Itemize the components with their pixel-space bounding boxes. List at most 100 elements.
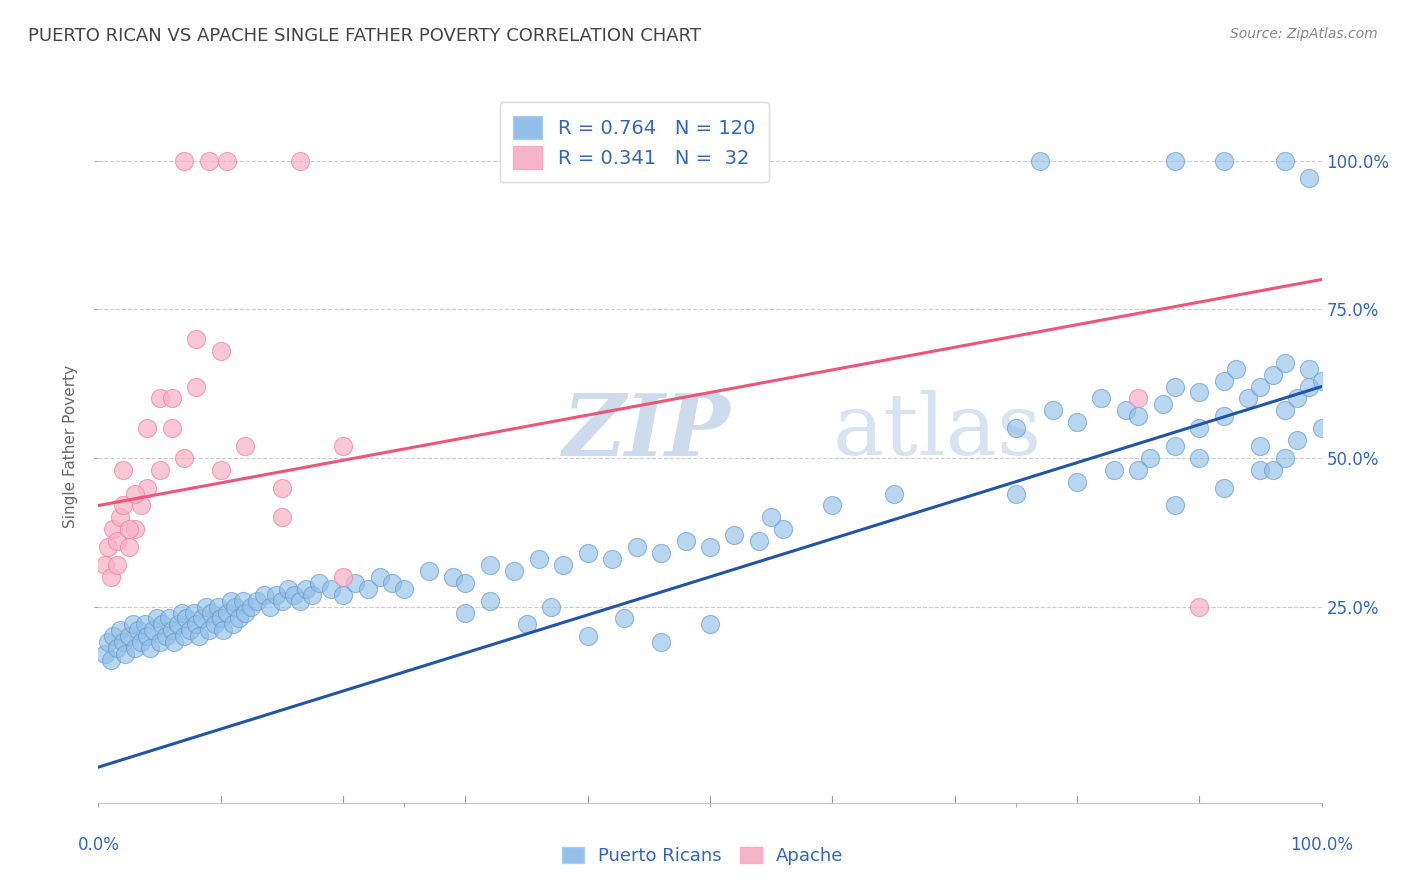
Point [576, 629, 599, 643]
Point [233, 606, 256, 620]
Point [1090, 392, 1112, 406]
Point [173, 450, 195, 465]
Point [124, 522, 146, 536]
Point [332, 439, 354, 453]
Point [110, 624, 132, 638]
Text: atlas: atlas [832, 390, 1042, 474]
Point [883, 486, 905, 500]
Point [264, 588, 287, 602]
Point [197, 624, 219, 638]
Text: ZIP: ZIP [564, 390, 731, 474]
Point [101, 629, 124, 643]
Point [1274, 403, 1296, 417]
Point [344, 575, 367, 590]
Point [163, 635, 186, 649]
Point [186, 332, 208, 346]
Point [576, 546, 599, 560]
Point [675, 534, 697, 549]
Text: 0.0%: 0.0% [77, 836, 120, 854]
Point [1128, 463, 1150, 477]
Point [1212, 481, 1234, 495]
Point [1298, 361, 1320, 376]
Point [191, 611, 214, 625]
Point [136, 421, 159, 435]
Point [1188, 385, 1211, 400]
Point [129, 635, 152, 649]
Point [772, 522, 794, 536]
Point [155, 629, 177, 643]
Point [540, 599, 562, 614]
Point [200, 606, 222, 620]
Point [93, 647, 115, 661]
Point [356, 582, 378, 596]
Point [127, 624, 149, 638]
Point [1249, 379, 1271, 393]
Point [308, 575, 330, 590]
Point [368, 570, 391, 584]
Point [149, 635, 172, 649]
Point [503, 564, 526, 578]
Y-axis label: Single Father Poverty: Single Father Poverty [63, 365, 79, 527]
Point [1237, 392, 1260, 406]
Point [332, 588, 354, 602]
Point [613, 611, 636, 625]
Point [600, 552, 623, 566]
Point [821, 499, 844, 513]
Point [232, 593, 254, 607]
Point [105, 641, 128, 656]
Point [748, 534, 770, 549]
Point [1152, 397, 1174, 411]
Point [1261, 368, 1284, 382]
Point [186, 617, 208, 632]
Point [124, 486, 146, 500]
Point [1139, 450, 1161, 465]
Point [219, 593, 242, 607]
Point [252, 588, 274, 602]
Point [101, 522, 124, 536]
Point [204, 617, 226, 632]
Point [1225, 361, 1247, 376]
Point [1249, 439, 1271, 453]
Point [270, 510, 294, 524]
Point [1066, 415, 1088, 429]
Point [105, 558, 128, 572]
Point [124, 641, 146, 656]
Point [118, 540, 141, 554]
Point [301, 588, 323, 602]
Point [1249, 463, 1271, 477]
Point [209, 343, 232, 358]
Point [100, 570, 122, 584]
Point [195, 599, 218, 614]
Point [121, 617, 143, 632]
Point [209, 463, 232, 477]
Point [207, 599, 229, 614]
Point [319, 582, 342, 596]
Point [1212, 409, 1234, 424]
Legend: R = 0.764   N = 120, R = 0.341   N =  32: R = 0.764 N = 120, R = 0.341 N = 32 [499, 103, 769, 182]
Point [93, 558, 115, 572]
Point [97, 540, 120, 554]
Point [418, 564, 440, 578]
Point [228, 611, 250, 625]
Text: Source: ZipAtlas.com: Source: ZipAtlas.com [1230, 27, 1378, 41]
Point [224, 599, 246, 614]
Point [134, 617, 156, 632]
Point [1188, 421, 1211, 435]
Point [478, 593, 501, 607]
Point [118, 522, 141, 536]
Point [197, 153, 219, 168]
Point [186, 379, 208, 393]
Point [1164, 439, 1187, 453]
Point [381, 575, 404, 590]
Point [515, 617, 537, 632]
Point [246, 593, 269, 607]
Point [1298, 379, 1320, 393]
Point [1286, 433, 1309, 447]
Point [553, 558, 575, 572]
Point [1261, 463, 1284, 477]
Point [136, 481, 159, 495]
Point [1274, 450, 1296, 465]
Point [240, 599, 263, 614]
Point [215, 153, 238, 168]
Point [1128, 409, 1150, 424]
